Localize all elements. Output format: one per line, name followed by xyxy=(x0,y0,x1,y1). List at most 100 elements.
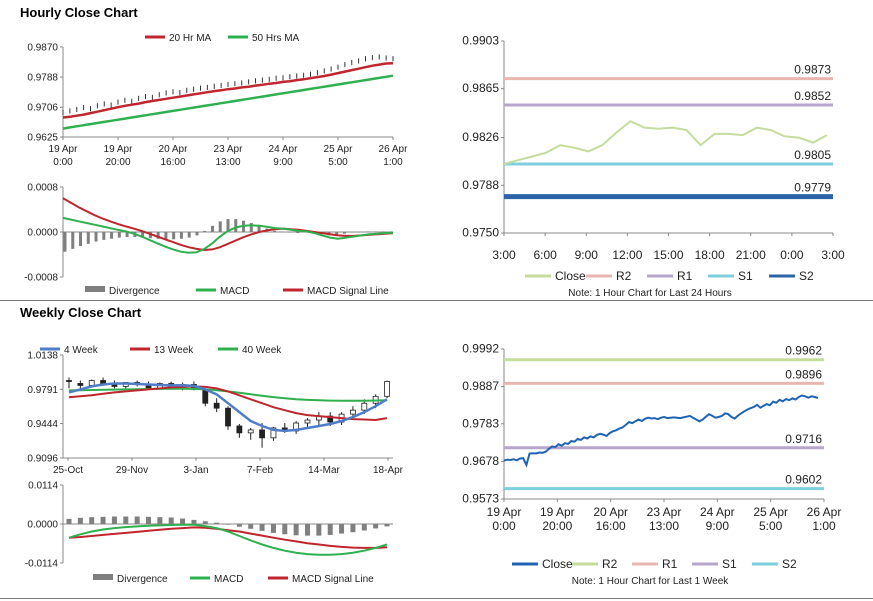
weekly-macd-chart: 0.0114 0.0000 -0.0114 Divergence MACD MACD Si… xyxy=(25,481,393,585)
weekly-levels-ytick-label: 0.9573 xyxy=(462,492,499,506)
weekly-divergence-bar xyxy=(134,516,140,524)
hourly-price-xtick-time: 5:00 xyxy=(328,157,348,168)
hourly-price-xtick-date: 19 Apr xyxy=(49,144,79,155)
weekly-divergence-bar xyxy=(384,524,390,527)
hourly-levels-close-line xyxy=(503,120,828,165)
hourly-legend-ma20-label: 20 Hr MA xyxy=(169,33,212,44)
weekly-levels-level-label-s1: 0.9716 xyxy=(785,432,822,446)
weekly-divergence-bar xyxy=(282,524,288,535)
hourly-levels-level-label-r2: 0.9873 xyxy=(794,63,831,77)
hourly-price-ytick-label: 0.9625 xyxy=(27,133,58,144)
weekly-divergence-bar xyxy=(77,517,83,524)
weekly-divergence-bar xyxy=(66,518,72,524)
hourly-divergence-bar xyxy=(210,225,214,232)
hourly-divergence-bar xyxy=(296,232,300,234)
weekly-levels-xtick-time: 16:00 xyxy=(596,519,626,533)
hourly-levels-xtick-label: 6:00 xyxy=(533,248,557,262)
hourly-levels-ytick-label: 0.9750 xyxy=(462,226,499,240)
hourly-divergence-bar xyxy=(389,231,393,232)
weekly-levels-level-label-r2: 0.9962 xyxy=(785,344,822,358)
weekly-levels-level-label-r1: 0.9896 xyxy=(785,367,822,381)
weekly-macd-ytick-label: 0.0114 xyxy=(28,481,58,492)
weekly-candle-body xyxy=(247,429,254,434)
weekly-levels-xtick-time: 20:00 xyxy=(542,519,572,533)
weekly-candle-body xyxy=(270,427,277,439)
weekly-divergence-bar xyxy=(214,522,220,524)
weekly-candle-body xyxy=(66,380,72,382)
hourly-price-xtick-date: 25 Apr xyxy=(324,144,354,155)
hourly-levels-xtick-label: 3:00 xyxy=(821,248,845,262)
weekly-divergence-bar xyxy=(111,516,117,524)
weekly-divergence-bar xyxy=(191,519,197,524)
weekly-levels-close-line xyxy=(503,394,819,468)
weekly-candle-body xyxy=(350,409,356,415)
hourly-macd-line xyxy=(62,216,394,254)
hourly-divergence-bar xyxy=(257,225,261,232)
hourly-divergence-bar xyxy=(226,219,230,232)
hourly-levels-legend-label: R2 xyxy=(616,269,632,283)
hourly-levels-level-label-s2: 0.9779 xyxy=(794,181,831,195)
weekly-levels-legend-label: Close xyxy=(542,557,573,571)
hourly-legend-macd-label: MACD xyxy=(220,286,249,297)
hourly-legend-ma50-label: 50 Hrs MA xyxy=(252,33,300,44)
hourly-levels-chart: 0.9903 0.9865 0.9826 0.9788 0.9750 0.9873 0.98… xyxy=(462,34,845,300)
weekly-legend-ma4-label: 4 Week xyxy=(64,345,99,356)
weekly-levels-xtick-date: 25 Apr xyxy=(753,505,788,519)
hourly-divergence-bar xyxy=(203,230,207,232)
weekly-divergence-bar xyxy=(180,518,186,524)
weekly-candle-body xyxy=(77,383,84,386)
hourly-divergence-bar xyxy=(94,232,98,242)
hourly-divergence-bar xyxy=(358,232,362,233)
hourly-divergence-bar xyxy=(71,232,75,249)
weekly-price-ytick-label: 0.9791 xyxy=(27,385,58,396)
hourly-levels-legend-label: S2 xyxy=(799,269,814,283)
weekly-price-xtick-label: 25-Oct xyxy=(53,465,83,476)
hourly-levels-level-label-s1: 0.9805 xyxy=(794,148,831,162)
weekly-divergence-bar xyxy=(361,524,367,531)
hourly-divergence-bar xyxy=(342,232,346,234)
weekly-price-xtick-label: 3-Jan xyxy=(183,465,208,476)
hourly-divergence-bar xyxy=(102,232,106,240)
weekly-price-ytick-label: 0.9444 xyxy=(27,419,58,430)
weekly-divergence-bar xyxy=(157,517,163,524)
hourly-divergence-bar xyxy=(288,232,292,233)
weekly-divergence-bar xyxy=(327,524,333,535)
hourly-levels-xtick-label: 0:00 xyxy=(780,248,804,262)
weekly-divergence-bar xyxy=(168,517,174,524)
weekly-price-ytick-label: 1.0138 xyxy=(27,351,58,362)
weekly-candle-body xyxy=(225,407,231,427)
weekly-legend-divergence-label: Divergence xyxy=(117,574,168,585)
weekly-legend-ma40-label: 40 Week xyxy=(242,345,282,356)
weekly-levels-legend-label: S2 xyxy=(782,557,797,571)
weekly-candle-body xyxy=(100,380,106,384)
weekly-levels-chart: 0.9992 0.9887 0.9783 0.9678 0.9573 0.9962 0.98… xyxy=(462,342,841,588)
hourly-price-ytick-label: 0.9870 xyxy=(27,43,58,54)
hourly-levels-legend-label: R1 xyxy=(677,269,693,283)
hourly-divergence-bar xyxy=(195,232,199,236)
weekly-levels-ytick-label: 0.9992 xyxy=(462,342,499,356)
hourly-price-xtick-time: 9:00 xyxy=(273,157,293,168)
hourly-divergence-bar xyxy=(156,232,160,239)
weekly-divergence-bar xyxy=(270,524,276,533)
weekly-levels-xtick-time: 0:00 xyxy=(492,519,516,533)
hourly-price-xtick-time: 20:00 xyxy=(105,157,130,168)
weekly-levels-level-label-s2: 0.9602 xyxy=(785,473,822,487)
hourly-macd-ytick-label: -0.0008 xyxy=(24,273,58,284)
weekly-price-xtick-label: 7-Feb xyxy=(247,465,274,476)
weekly-levels-ytick-label: 0.9783 xyxy=(462,416,499,430)
hourly-levels-ytick-label: 0.9865 xyxy=(462,81,499,95)
weekly-levels-legend-label: R1 xyxy=(662,557,678,571)
weekly-divergence-bar xyxy=(123,516,129,524)
hourly-levels-xtick-label: 18:00 xyxy=(695,248,725,262)
weekly-legend-macd-label: MACD xyxy=(214,574,243,585)
hourly-divergence-bar xyxy=(179,232,183,239)
hourly-divergence-bar xyxy=(172,232,176,240)
weekly-price-ytick-label: 0.9096 xyxy=(27,454,58,465)
hourly-levels-note: Note: 1 Hour Chart for Last 24 Hours xyxy=(568,288,731,299)
hourly-divergence-bar xyxy=(273,230,277,232)
hourly-divergence-bar xyxy=(187,232,191,238)
hourly-levels-level-label-r1: 0.9852 xyxy=(794,89,831,103)
weekly-levels-xtick-date: 19 Apr xyxy=(487,505,522,519)
hourly-legend-divergence-swatch xyxy=(85,286,105,292)
